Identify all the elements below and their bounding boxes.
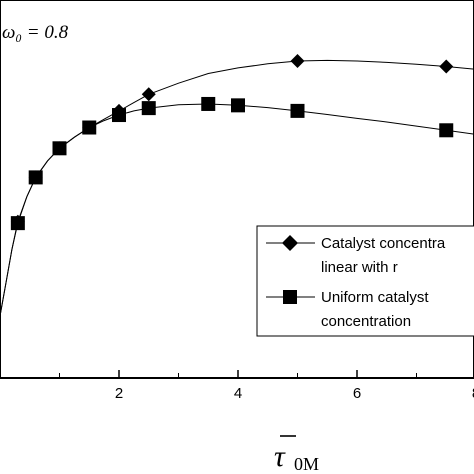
legend: Catalyst concentra linear with r Uniform… — [256, 225, 474, 337]
x-tick-label-4: 4 — [234, 385, 242, 402]
annotation-omega: ω₀ = 0.8 — [2, 22, 69, 43]
x-axis-label-tau: τ — [274, 440, 286, 473]
series-curves — [0, 59, 474, 317]
x-tick-label-2: 2 — [115, 385, 123, 402]
point-diamond — [141, 87, 156, 102]
x-tick-label-6: 6 — [353, 385, 361, 402]
x-tick-label-8: 8 — [472, 385, 474, 402]
legend-diamond-marker — [282, 235, 298, 251]
plot-frame — [0, 0, 474, 379]
point-diamond — [439, 59, 454, 74]
point-square — [290, 103, 305, 118]
point-square — [231, 98, 245, 113]
x-axis-label: τ 0M — [274, 435, 319, 474]
legend-label-square-line2: concentration — [321, 313, 411, 330]
legend-square-marker — [283, 290, 297, 304]
x-axis-label-subscript: 0M — [294, 454, 319, 474]
point-square — [201, 96, 216, 111]
point-diamond — [290, 54, 305, 68]
series-markers — [10, 54, 454, 231]
legend-label-square-line1: Uniform catalyst — [321, 289, 429, 306]
point-square — [52, 141, 67, 156]
point-square — [28, 170, 43, 185]
point-square — [141, 101, 156, 116]
point-square — [82, 120, 97, 135]
series-line-square — [0, 103, 474, 317]
legend-label-diamond-line1: Catalyst concentra — [321, 235, 446, 252]
axes: 2 4 6 8 — [0, 0, 474, 402]
point-square — [10, 216, 25, 231]
point-square — [112, 108, 126, 123]
legend-label-diamond-line2: linear with r — [321, 259, 398, 276]
point-square — [439, 123, 454, 138]
